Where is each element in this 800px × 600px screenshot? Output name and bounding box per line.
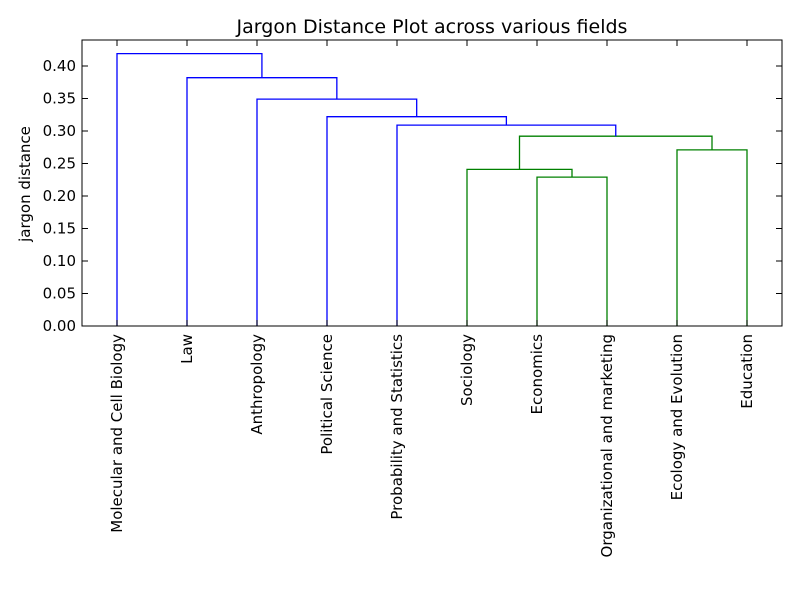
leaf-label: Education: [738, 334, 756, 409]
y-tick-label: 0.30: [43, 122, 76, 140]
leaf-label: Anthropology: [248, 334, 266, 435]
y-tick-label: 0.35: [43, 90, 76, 108]
y-tick-label: 0.25: [43, 155, 76, 173]
y-tick-label: 0.10: [43, 252, 76, 270]
leaf-label: Sociology: [458, 334, 476, 406]
x-axis-ticks: Molecular and Cell Biology Law Anthropolog…: [108, 40, 756, 557]
leaf-label: Probability and Statistics: [388, 334, 406, 520]
y-axis-label: jargon distance: [16, 126, 34, 243]
y-tick-label: 0.20: [43, 187, 76, 205]
plot-area-frame: [81, 39, 783, 327]
leaf-label: Ecology and Evolution: [668, 334, 686, 500]
leaf-label: Law: [178, 334, 196, 364]
dendrogram-link: [116, 53, 263, 326]
y-tick-label: 0.00: [43, 317, 76, 335]
chart-title: Jargon Distance Plot across various fiel…: [236, 16, 628, 38]
y-tick-label: 0.15: [43, 220, 76, 238]
y-tick-label: 0.40: [43, 57, 76, 75]
y-axis-ticks: 0.00 0.05 0.10 0.15 0.20 0.25 0.30 0.35 0.40: [43, 57, 782, 335]
dendrogram-links: [116, 53, 748, 326]
y-tick-label: 0.05: [43, 285, 76, 303]
leaf-label: Economics: [528, 334, 546, 415]
leaf-label: Molecular and Cell Biology: [108, 334, 126, 533]
leaf-label: Organizational and marketing: [598, 334, 616, 557]
leaf-label: Political Science: [318, 334, 336, 455]
